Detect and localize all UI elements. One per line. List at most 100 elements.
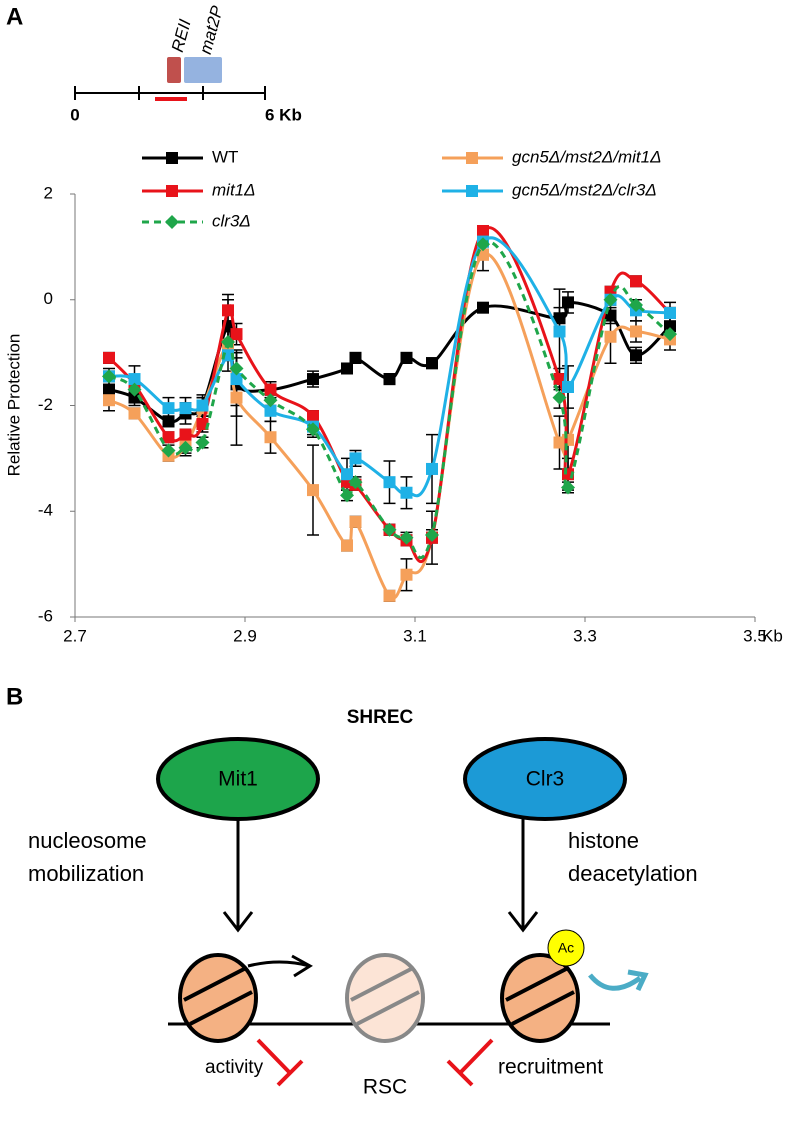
marker	[128, 373, 141, 386]
clr3-node	[463, 737, 627, 821]
marker	[630, 349, 642, 362]
marker	[264, 431, 277, 444]
legend-marker	[166, 152, 178, 164]
marker	[664, 320, 676, 333]
left-text: nucleosome	[28, 828, 147, 853]
mat2p-box	[184, 57, 222, 83]
marker	[552, 390, 567, 405]
locus-label: REII	[168, 17, 195, 54]
activity-label: activity	[205, 1057, 264, 1078]
marker	[553, 312, 566, 325]
series-line	[107, 226, 672, 564]
legend-label: WT	[212, 147, 238, 166]
legend-marker	[165, 215, 179, 229]
y-tick-label: -6	[38, 606, 53, 625]
marker	[161, 443, 176, 458]
marker	[340, 488, 354, 503]
marker	[629, 298, 643, 313]
marker	[383, 476, 396, 489]
marker	[425, 528, 439, 543]
rsc-label: RSC	[363, 1076, 407, 1099]
marker	[553, 325, 566, 338]
inhibition	[256, 1038, 494, 1087]
y-tick-label: -2	[38, 395, 53, 414]
locus-end: 6 Kb	[265, 105, 302, 124]
legend-label: gcn5Δ/mst2Δ/mit1Δ	[512, 147, 661, 166]
reii-box	[167, 57, 181, 83]
marker	[561, 480, 575, 495]
marker	[400, 486, 413, 499]
release-arrow	[588, 969, 649, 992]
marker	[663, 327, 677, 342]
legend-label: gcn5Δ/mst2Δ/clr3Δ	[512, 180, 657, 199]
marker	[349, 351, 362, 364]
x-axis-label: Kb	[762, 626, 783, 645]
x-tick-label: 3.3	[573, 626, 597, 645]
locus-ticks	[74, 86, 266, 100]
marker	[307, 410, 319, 423]
marker	[263, 393, 278, 408]
marker	[630, 275, 642, 288]
marker	[562, 296, 574, 309]
marker	[383, 373, 396, 386]
marker	[477, 225, 489, 238]
locus-start: 0	[70, 105, 79, 124]
marker	[477, 301, 489, 314]
marker	[162, 415, 175, 428]
marker	[382, 522, 397, 537]
marker	[162, 402, 175, 415]
y-tick-label: 0	[44, 289, 53, 308]
marker	[562, 433, 574, 446]
legend-marker	[166, 185, 178, 197]
marker	[162, 431, 175, 444]
marker	[222, 304, 234, 317]
marker	[221, 335, 235, 350]
marker	[349, 452, 362, 465]
marker	[128, 391, 141, 404]
x-tick-label: 3.1	[403, 626, 427, 645]
nucleosomes	[178, 953, 580, 1043]
marker	[399, 530, 414, 545]
marker	[400, 568, 413, 581]
y-tick-label: 2	[44, 183, 53, 202]
right-text: deacetylation	[568, 861, 698, 886]
marker	[349, 515, 362, 528]
marker	[230, 391, 243, 404]
marker	[400, 351, 413, 364]
marker	[222, 349, 234, 362]
marker	[307, 484, 319, 497]
marker	[178, 440, 193, 455]
y-tick-label: -4	[38, 501, 53, 520]
marker	[179, 402, 192, 415]
marker	[264, 383, 277, 396]
marker	[341, 539, 353, 552]
legend-label: mit1Δ	[212, 180, 256, 199]
marker	[341, 362, 353, 375]
x-tick-label: 3.5	[743, 626, 767, 645]
marker	[230, 328, 243, 341]
marker	[630, 325, 642, 338]
marker	[603, 292, 618, 307]
marker	[264, 404, 277, 417]
plot: 2 0 -2 -4 -6 2.7 2.9 3.1 3.3 3.5 WT gcn5Δ/mst2Δ/mit…	[38, 147, 767, 645]
marker	[196, 399, 209, 412]
marker	[127, 382, 142, 397]
marker	[229, 361, 244, 376]
ac-mark	[547, 929, 585, 967]
recruitment-label: recruitment	[498, 1056, 603, 1079]
marker	[196, 418, 209, 431]
marker	[604, 330, 617, 343]
diagram-title: SHREC	[347, 707, 414, 728]
marker	[348, 475, 363, 490]
marker	[179, 428, 192, 441]
marker	[195, 435, 210, 450]
arrows	[222, 818, 539, 978]
legend-marker	[466, 185, 478, 197]
series-line	[108, 236, 671, 498]
marker	[426, 357, 438, 370]
x-tick-label: 2.7	[63, 626, 87, 645]
left-text: mobilization	[28, 861, 144, 886]
marker	[103, 383, 115, 396]
legend-marker	[466, 152, 478, 164]
marker	[128, 407, 141, 420]
